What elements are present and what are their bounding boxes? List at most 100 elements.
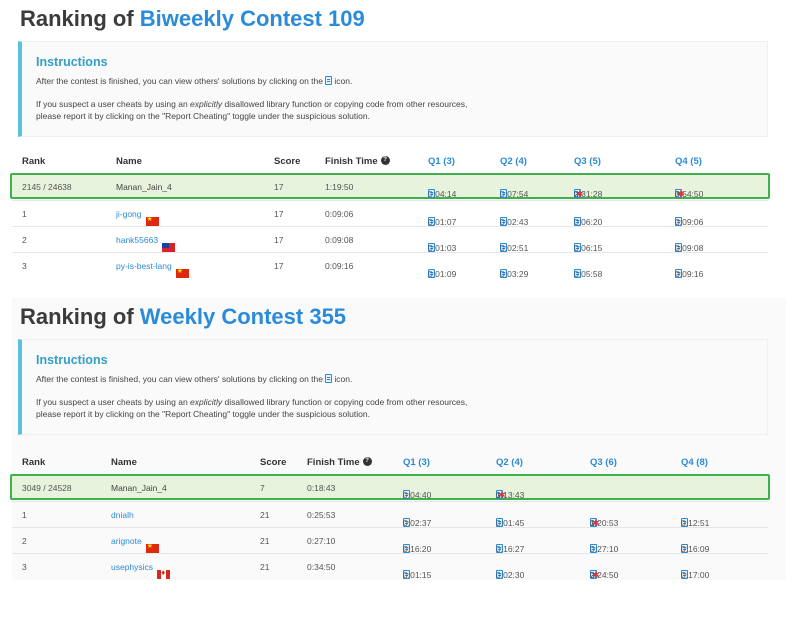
user-name[interactable]: hank55663 xyxy=(116,235,159,245)
table-row: 3 usephysics 21 0:34:50 0:01:15 0:02:30 … xyxy=(12,553,768,580)
rank-cell: 1 xyxy=(22,510,27,520)
score-cell: 17 xyxy=(274,235,284,245)
rank-cell: 2 xyxy=(22,536,27,546)
score-cell: 17 xyxy=(274,182,284,192)
instructions-text: If you suspect a user cheats by using an… xyxy=(36,99,468,109)
rank-cell: 3 xyxy=(22,562,27,572)
score-cell: 21 xyxy=(260,536,270,546)
document-icon xyxy=(590,544,597,553)
document-icon xyxy=(675,217,682,226)
bug-icon: ✱ xyxy=(576,189,584,199)
instructions-text: please report it by clicking on the "Rep… xyxy=(36,111,370,121)
contest-name: Weekly Contest 355 xyxy=(139,304,347,329)
document-icon xyxy=(500,243,507,252)
user-name[interactable]: Manan_Jain_4 xyxy=(111,483,167,493)
score-cell: 21 xyxy=(260,510,270,520)
document-icon xyxy=(675,243,682,252)
document-icon xyxy=(428,217,435,226)
user-name[interactable]: ji-gong xyxy=(116,209,142,219)
user-cell: arignote xyxy=(111,536,159,553)
col-q3[interactable]: Q3 (5) xyxy=(574,156,601,167)
user-name[interactable]: dnialh xyxy=(111,510,134,520)
china-flag-icon xyxy=(145,542,159,553)
col-rank: Rank xyxy=(22,156,46,167)
document-icon xyxy=(403,490,410,499)
instructions-text: After the contest is finished, you can v… xyxy=(36,76,353,86)
rank-cell: 3 xyxy=(22,261,27,271)
bug-icon: ✱ xyxy=(677,189,685,199)
table-row-self: 3049 / 24528 Manan_Jain_4 7 0:18:43 0:04… xyxy=(10,474,770,500)
document-icon xyxy=(675,189,682,198)
col-score: Score xyxy=(260,457,287,468)
question-circle-icon[interactable]: ? xyxy=(362,457,372,466)
document-icon xyxy=(574,217,581,226)
finish-cell: 0:27:10 xyxy=(307,536,336,546)
finish-cell: 0:09:16 xyxy=(325,261,354,271)
user-name[interactable]: arignote xyxy=(111,536,142,546)
rank-cell: 1 xyxy=(22,209,27,219)
document-icon xyxy=(574,189,581,198)
taiwan-flag-icon xyxy=(162,243,176,252)
bug-icon: ✱ xyxy=(592,570,600,580)
document-icon xyxy=(403,544,410,553)
document-icon xyxy=(403,518,410,527)
col-finish-time: Finish Time? xyxy=(325,156,390,167)
document-icon xyxy=(500,217,507,226)
table-row: 2 hank55663 17 0:09:08 0:01:03 0:02:51 0… xyxy=(12,226,768,253)
finish-cell: 0:25:53 xyxy=(307,510,336,520)
col-q2[interactable]: Q2 (4) xyxy=(496,457,523,468)
instructions-text: please report it by clicking on the "Rep… xyxy=(36,409,370,419)
score-cell: 17 xyxy=(274,261,284,271)
canada-flag-icon xyxy=(157,568,171,579)
bug-icon: ✱ xyxy=(592,518,600,528)
col-q1[interactable]: Q1 (3) xyxy=(428,156,455,167)
document-icon xyxy=(675,269,682,278)
ranking-panel-biweekly: Ranking of Biweekly Contest 109 Instruct… xyxy=(10,0,786,279)
document-icon xyxy=(428,189,435,198)
col-finish-time: Finish Time? xyxy=(307,457,372,468)
col-q3[interactable]: Q3 (6) xyxy=(590,457,617,468)
col-rank: Rank xyxy=(22,457,46,468)
score-cell: 7 xyxy=(260,483,265,493)
rank-cell: 3049 / 24528 xyxy=(22,483,72,493)
user-name[interactable]: usephysics xyxy=(111,562,154,572)
question-circle-icon[interactable]: ? xyxy=(380,156,390,165)
document-icon xyxy=(681,570,688,579)
user-name[interactable]: py-is-best-lang xyxy=(116,261,172,271)
document-icon xyxy=(496,544,503,553)
user-name[interactable]: Manan_Jain_4 xyxy=(116,182,172,192)
document-icon xyxy=(590,570,597,579)
col-name: Name xyxy=(116,156,142,167)
document-icon xyxy=(325,374,333,383)
document-icon xyxy=(496,490,503,499)
finish-cell: 0:09:06 xyxy=(325,209,354,219)
instructions-text: If you suspect a user cheats by using an… xyxy=(36,397,468,407)
china-flag-icon xyxy=(175,267,189,278)
score-cell: 17 xyxy=(274,209,284,219)
document-icon xyxy=(681,518,688,527)
contest-name: Biweekly Contest 109 xyxy=(139,6,365,31)
score-cell: 21 xyxy=(260,562,270,572)
table-row: 1 ji-gong 17 0:09:06 0:01:07 0:02:43 0:0… xyxy=(12,200,768,227)
ranking-panel-weekly: Ranking of Weekly Contest 355 Instructio… xyxy=(10,298,786,580)
document-icon xyxy=(681,544,688,553)
col-name: Name xyxy=(111,457,137,468)
document-icon xyxy=(403,570,410,579)
rank-cell: 2145 / 24638 xyxy=(22,182,72,192)
rank-cell: 2 xyxy=(22,235,27,245)
instructions-title: Instructions xyxy=(36,55,108,69)
document-icon xyxy=(500,269,507,278)
col-q4[interactable]: Q4 (5) xyxy=(675,156,702,167)
instructions-box: Instructions After the contest is finish… xyxy=(18,339,768,435)
col-q2[interactable]: Q2 (4) xyxy=(500,156,527,167)
table-row-self: 2145 / 24638 Manan_Jain_4 17 1:19:50 0:0… xyxy=(10,173,770,199)
document-icon xyxy=(428,243,435,252)
col-q4[interactable]: Q4 (8) xyxy=(681,457,708,468)
table-row: 3 py-is-best-lang 17 0:09:16 0:01:09 0:0… xyxy=(12,252,768,279)
bug-icon: ✱ xyxy=(498,490,506,500)
document-icon xyxy=(428,269,435,278)
col-q1[interactable]: Q1 (3) xyxy=(403,457,430,468)
document-icon xyxy=(574,269,581,278)
finish-cell: 0:09:08 xyxy=(325,235,354,245)
user-cell: ji-gong xyxy=(116,209,159,226)
